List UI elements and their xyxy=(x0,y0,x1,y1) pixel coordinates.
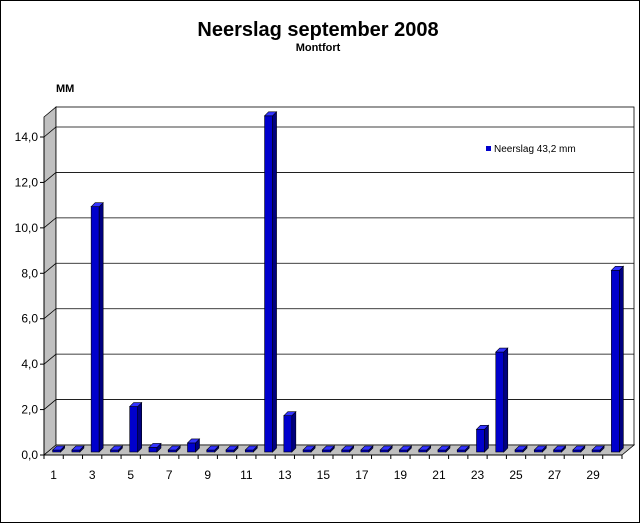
y-tick-label: 2,0 xyxy=(21,403,38,417)
bar xyxy=(610,265,625,453)
y-axis-ticks: 0,0 2,0 4,0 6,0 8,0 10,0 12,0 14,0 xyxy=(15,130,45,462)
plot-area xyxy=(42,106,636,456)
x-tick-label: 27 xyxy=(548,468,562,482)
x-tick-label: 29 xyxy=(586,468,600,482)
y-axis-unit-label: MM xyxy=(56,83,74,95)
bar xyxy=(437,445,451,453)
bar xyxy=(533,445,548,453)
bar xyxy=(148,442,162,453)
bar xyxy=(456,445,470,453)
gridline xyxy=(43,217,634,229)
x-tick-label: 19 xyxy=(394,468,408,482)
bar xyxy=(360,445,374,453)
x-tick-label: 21 xyxy=(432,468,446,482)
bar xyxy=(379,445,393,453)
bar xyxy=(495,347,509,453)
bar xyxy=(186,438,201,453)
back-wall xyxy=(55,106,635,446)
x-axis-ticks: 1 3 5 7 9 11 13 15 17 19 21 23 25 27 29 xyxy=(43,454,623,482)
gridline xyxy=(43,126,634,138)
bar xyxy=(167,445,181,453)
bar xyxy=(128,401,143,453)
gridline xyxy=(43,172,634,183)
bar xyxy=(109,445,124,453)
x-tick-label: 25 xyxy=(509,468,523,482)
x-tick-label: 11 xyxy=(240,468,253,482)
x-tick-label: 3 xyxy=(89,468,96,482)
chart-title: Neerslag september 2008 xyxy=(197,19,438,41)
x-tick-label: 1 xyxy=(50,468,57,482)
bar xyxy=(263,111,278,453)
x-tick-label: 17 xyxy=(355,468,369,482)
bar xyxy=(302,445,316,453)
bar xyxy=(283,410,297,453)
y-tick-label: 14,0 xyxy=(15,130,39,144)
bar xyxy=(572,445,586,453)
bar xyxy=(206,445,220,453)
legend-label: Neerslag 43,2 mm xyxy=(494,144,576,155)
bar xyxy=(340,445,355,453)
gridline xyxy=(43,353,634,365)
bar xyxy=(514,445,528,453)
bar xyxy=(244,445,259,453)
bar xyxy=(225,445,239,453)
gridline xyxy=(43,399,634,410)
chart-subtitle: Montfort xyxy=(296,42,341,54)
bar xyxy=(417,445,432,453)
y-tick-label: 8,0 xyxy=(21,266,38,280)
y-tick-label: 0,0 xyxy=(21,448,38,462)
bar xyxy=(71,445,85,453)
x-tick-label: 23 xyxy=(471,468,485,482)
x-tick-label: 5 xyxy=(127,468,134,482)
bar xyxy=(552,445,567,453)
bar xyxy=(321,445,336,453)
y-tick-label: 4,0 xyxy=(21,357,38,371)
legend-swatch xyxy=(486,146,491,151)
x-tick-label: 7 xyxy=(166,468,173,482)
bar xyxy=(398,445,413,453)
bar xyxy=(591,445,605,453)
y-tick-label: 6,0 xyxy=(21,312,38,326)
gridline xyxy=(43,308,634,320)
bar xyxy=(51,445,66,453)
bar xyxy=(475,424,490,453)
y-tick-label: 12,0 xyxy=(15,175,39,189)
x-tick-label: 13 xyxy=(278,468,292,482)
gridline xyxy=(43,262,634,274)
legend: Neerslag 43,2 mm xyxy=(486,144,576,155)
side-wall xyxy=(43,106,57,456)
bar xyxy=(90,201,104,453)
bars xyxy=(51,111,625,453)
x-tick-label: 15 xyxy=(317,468,331,482)
x-tick-label: 9 xyxy=(204,468,211,482)
y-tick-label: 10,0 xyxy=(15,221,39,235)
